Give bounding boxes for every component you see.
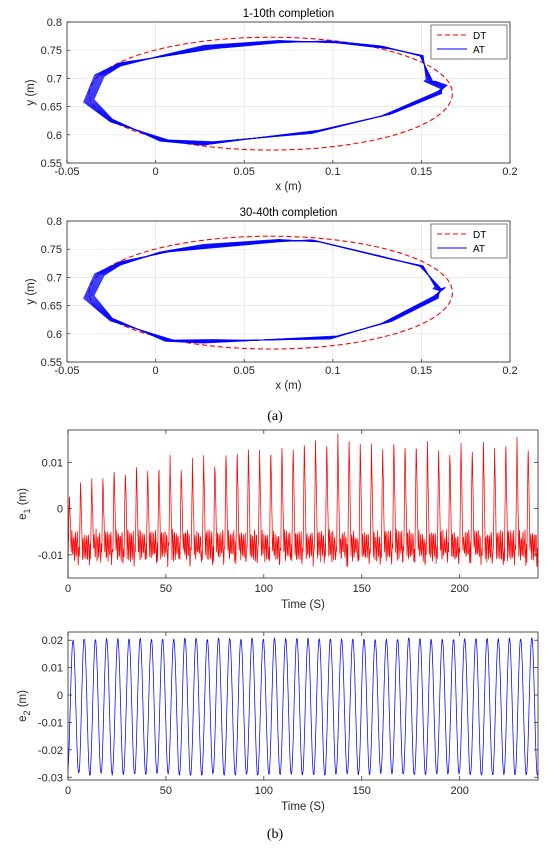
x-axis-label: Time (S) <box>281 801 325 813</box>
caption-a: (a) <box>267 409 283 424</box>
x-axis-label: x (m) <box>275 181 301 193</box>
y-tick-label: 0.7 <box>47 272 62 284</box>
y-tick-label: 0.65 <box>41 102 62 114</box>
series-at-line <box>83 239 446 344</box>
plot-area <box>68 632 538 780</box>
x-tick-label: 0.1 <box>325 166 340 178</box>
legend-label-at: AT <box>473 45 485 56</box>
x-tick-label: 0.15 <box>411 365 432 377</box>
y-tick-label: 0.55 <box>41 357 62 369</box>
y-tick-label: -0.03 <box>38 772 63 784</box>
chart-title: 1-10th completion <box>243 8 334 20</box>
x-tick-label: 0 <box>153 365 159 377</box>
y-tick-label: 0.01 <box>42 457 63 469</box>
y-tick-label: 0.01 <box>42 663 63 675</box>
x-axis-label: Time (S) <box>281 599 325 611</box>
y-tick-label: 0.6 <box>47 130 62 142</box>
x-tick-label: -0.05 <box>54 166 79 178</box>
caption-b: (b) <box>267 827 284 842</box>
legend: DT AT <box>430 24 508 60</box>
plot-frame <box>67 429 539 579</box>
y-axis-label-unit: (m) <box>17 690 29 711</box>
error-plot-e2: 0 50 100 150 200 0.02 0.01 0 -0.01 -0.02 -0.03 Time… <box>17 631 539 813</box>
y-tick-label: 0.55 <box>41 158 62 170</box>
series-at-line <box>83 40 448 146</box>
x-tick-label: 0 <box>153 166 159 178</box>
y-tick-label: 0.75 <box>41 45 62 57</box>
plot-frame <box>67 631 539 781</box>
x-tick-label: 0.15 <box>411 166 432 178</box>
y-axis-label: e2 (m) <box>17 690 32 722</box>
y-tick-label: 0.6 <box>47 329 62 341</box>
y-axis-label: y (m) <box>25 79 37 105</box>
x-tick-label: 200 <box>450 785 468 797</box>
legend-label-dt: DT <box>473 31 486 42</box>
legend-label-dt: DT <box>473 230 486 241</box>
x-tick-label: 0.2 <box>502 365 517 377</box>
y-axis-label: e1 (m) <box>17 488 32 520</box>
y-axis-label-main: e <box>17 514 29 520</box>
legend-box <box>430 223 508 259</box>
series-error-line <box>67 433 539 579</box>
x-tick-label: 50 <box>160 583 172 595</box>
y-axis-label-sub: 2 <box>22 711 32 716</box>
y-tick-label: 0.8 <box>47 17 62 29</box>
y-tick-label: -0.01 <box>38 550 63 562</box>
x-tick-label: 0.1 <box>325 365 340 377</box>
x-tick-label: 0.2 <box>502 166 517 178</box>
legend: DT AT <box>430 223 508 259</box>
x-tick-label: 0 <box>65 583 71 595</box>
y-tick-label: 0 <box>57 504 63 516</box>
y-tick-label: -0.01 <box>38 717 63 729</box>
trajectory-plot-30-40: -0.05 0 0.05 0.1 0.15 0.2 0.55 0.6 0.65 0.7 0.75 0.… <box>25 207 518 392</box>
error-plot-e1: 0 50 100 150 200 0.01 0 -0.01 Time (S) e1 (m) <box>17 429 539 611</box>
x-tick-label: 100 <box>255 583 273 595</box>
x-tick-label: 50 <box>160 785 172 797</box>
x-tick-label: 150 <box>353 785 371 797</box>
x-tick-label: 100 <box>255 785 273 797</box>
y-tick-label: -0.02 <box>38 745 63 757</box>
series-error-line <box>67 637 539 776</box>
y-tick-label: 0 <box>57 690 63 702</box>
plot-frame <box>66 220 511 363</box>
y-tick-label: 0.02 <box>42 635 63 647</box>
y-tick-label: 0.75 <box>41 244 62 256</box>
x-axis-label: x (m) <box>275 380 301 392</box>
y-axis-label-main: e <box>17 716 29 722</box>
y-axis-label-sub: 1 <box>22 509 32 514</box>
trajectory-plot-1-10: -0.05 0 0.05 0.1 0.15 0.2 0.55 0.6 0.65 0.7 0.75 0.… <box>25 8 518 193</box>
x-tick-label: 0.05 <box>233 365 254 377</box>
x-tick-label: 150 <box>353 583 371 595</box>
y-tick-label: 0.8 <box>47 216 62 228</box>
x-tick-label: 200 <box>450 583 468 595</box>
at-lap <box>83 40 448 143</box>
y-axis-label: y (m) <box>25 278 37 304</box>
x-tick-label: 0.05 <box>233 166 254 178</box>
x-tick-label: 0 <box>65 785 71 797</box>
y-axis-label-unit: (m) <box>17 488 29 509</box>
y-tick-label: 0.7 <box>47 73 62 85</box>
at-lap <box>83 239 446 341</box>
plot-area <box>68 430 538 578</box>
plot-frame <box>66 21 511 164</box>
legend-box <box>430 24 508 60</box>
y-tick-label: 0.65 <box>41 301 62 313</box>
chart-title: 30-40th completion <box>240 207 338 219</box>
legend-label-at: AT <box>473 244 485 255</box>
x-tick-label: -0.05 <box>54 365 79 377</box>
